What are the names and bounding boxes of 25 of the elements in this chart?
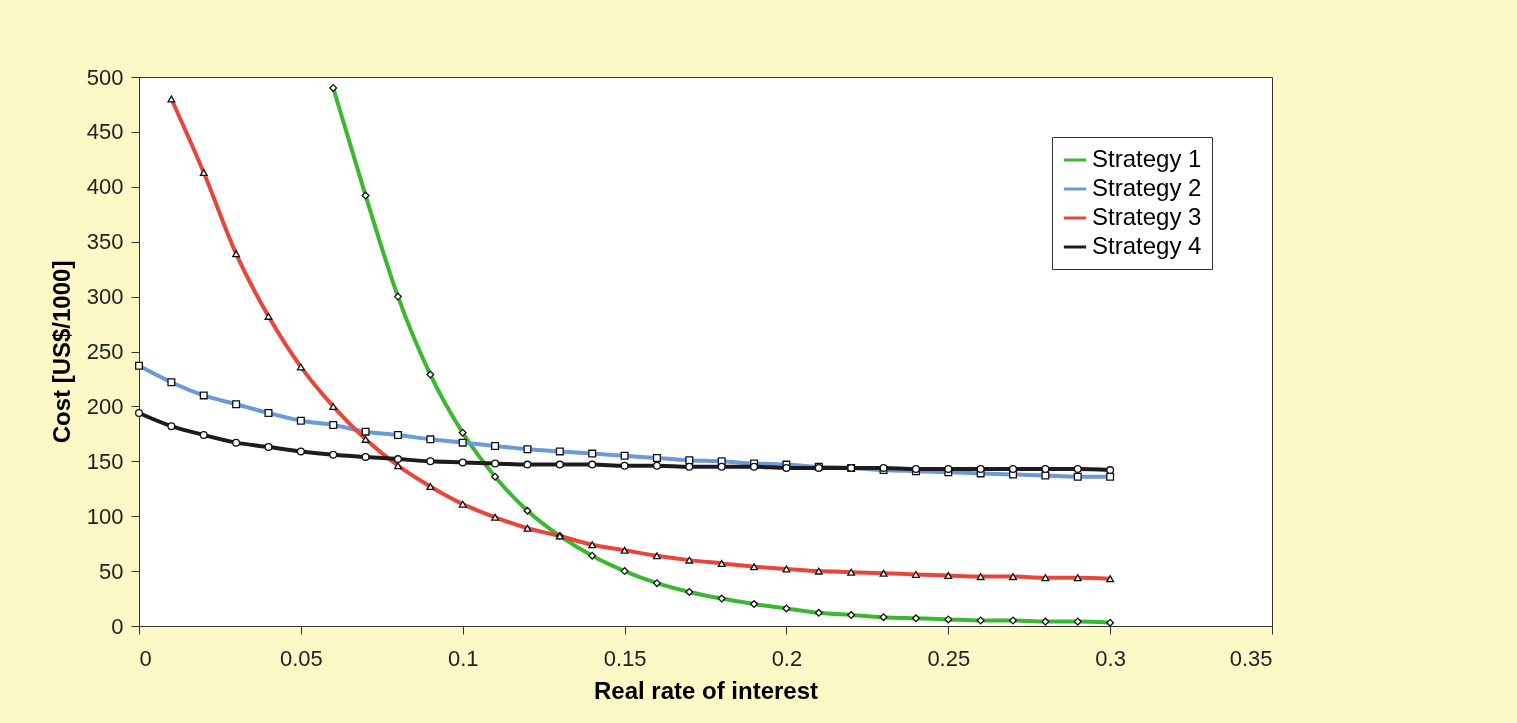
y-tick-label: 500 xyxy=(86,64,124,90)
legend-label: Strategy 1 xyxy=(1092,145,1202,172)
y-tick-label: 300 xyxy=(86,284,124,310)
y-tick-label: 250 xyxy=(86,339,124,364)
y-tick-label: 150 xyxy=(86,448,124,474)
legend-label: Strategy 4 xyxy=(1092,232,1202,259)
legend-label: Strategy 3 xyxy=(1092,203,1202,230)
y-tick-label: 450 xyxy=(86,119,124,145)
x-tick-label: 0.2 xyxy=(771,645,803,671)
x-tick-label: 0.3 xyxy=(1095,645,1126,671)
y-tick-label: 50 xyxy=(99,558,124,584)
x-tick-label: 0.35 xyxy=(1229,645,1273,671)
x-tick-label: 0.15 xyxy=(603,645,647,671)
y-tick-label: 200 xyxy=(86,393,124,419)
y-tick-label: 400 xyxy=(86,174,124,200)
x-axis-title: Real rate of interest xyxy=(593,676,819,704)
y-tick-label: 100 xyxy=(86,503,124,529)
y-tick-label: 350 xyxy=(86,229,124,255)
y-axis-title: Cost [US$/1000] xyxy=(47,260,75,444)
legend-label: Strategy 2 xyxy=(1092,174,1202,201)
x-tick-label: 0.1 xyxy=(447,645,479,671)
x-tick-label: 0.05 xyxy=(279,645,323,671)
x-tick-label: 0 xyxy=(139,645,152,671)
x-tick-label: 0.25 xyxy=(927,645,971,671)
y-tick-label: 0 xyxy=(111,613,124,639)
